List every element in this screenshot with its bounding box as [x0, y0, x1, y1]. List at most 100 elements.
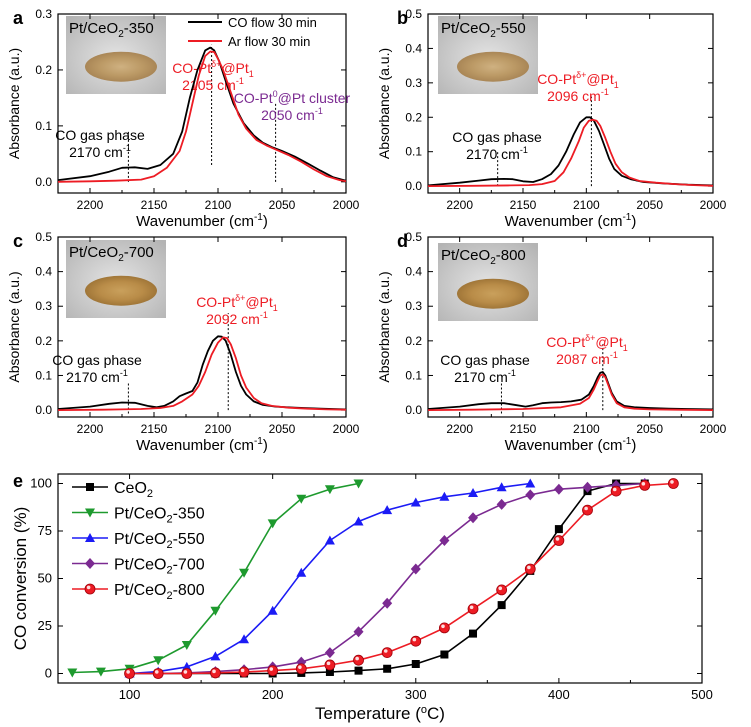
data-point — [324, 647, 335, 659]
series-line-1 — [57, 336, 347, 411]
annotation-pt1-line1: CO-Ptδ+@Pt1 — [172, 59, 254, 79]
series-line-0 — [57, 335, 347, 411]
x-axis-label: Wavenumber (cm-1) — [505, 212, 637, 230]
data-point — [525, 489, 536, 501]
y-tick-label: 0.3 — [405, 76, 422, 90]
y-tick-label: 0.0 — [35, 403, 52, 417]
x-tick-label: 2150 — [141, 198, 168, 212]
series-line-0 — [427, 116, 714, 187]
data-point — [295, 663, 307, 675]
panel-letter: e — [13, 471, 23, 491]
panel-letter: a — [13, 8, 24, 28]
y-tick-label: 0.5 — [405, 7, 422, 21]
series-line-1 — [427, 373, 714, 411]
data-point — [467, 603, 479, 615]
y-tick-label: 0.3 — [35, 299, 52, 313]
panel-letter: c — [13, 231, 23, 251]
y-axis-label: Absorbance (a.u.) — [6, 48, 22, 159]
annotation-gas-line2: 2170 cm-1 — [466, 145, 528, 162]
legend-marker — [85, 508, 95, 518]
legend-marker — [86, 483, 94, 491]
y-tick-label: 0.5 — [405, 230, 422, 244]
data-point — [124, 668, 135, 679]
data-point — [525, 478, 536, 488]
data-point — [440, 650, 449, 659]
powder-sample — [85, 275, 157, 306]
legend-marker-highlight — [86, 585, 91, 590]
x-tick-label: 2200 — [446, 198, 473, 212]
series-line-1 — [427, 118, 714, 187]
data-point — [468, 488, 479, 497]
data-point-highlight — [612, 487, 617, 492]
data-point — [239, 634, 250, 644]
data-point — [381, 647, 393, 658]
data-point — [239, 568, 250, 578]
y-tick-label: 50 — [38, 571, 52, 586]
data-point — [324, 659, 336, 671]
data-point — [553, 483, 564, 495]
x-tick-label: 200 — [262, 687, 284, 702]
plot-frame — [57, 236, 347, 418]
powder-sample — [85, 51, 157, 82]
x-tick-label: 2050 — [269, 198, 296, 212]
x-tick-label: 2150 — [141, 422, 168, 436]
data-point — [411, 660, 420, 668]
annotation-pt1-line2: 2096 cm-1 — [547, 87, 609, 104]
y-tick-label: 0.4 — [405, 41, 422, 55]
x-tick-label: 2200 — [77, 422, 104, 436]
panel-a: Pt/CeO2-350 2200 2150 2100 2050 2000 0.0 0.1 0.2… — [6, 7, 360, 230]
data-point-highlight — [469, 605, 474, 610]
x-tick-label: 2100 — [205, 198, 232, 212]
data-point — [152, 668, 164, 679]
data-point — [353, 479, 364, 489]
x-tick-label: 2150 — [510, 198, 537, 212]
x-axis-label: Wavenumber (cm-1) — [136, 212, 268, 230]
y-tick-label: 0.2 — [405, 110, 422, 124]
data-point-highlight — [212, 669, 216, 674]
y-tick-label: 25 — [38, 618, 52, 633]
data-point — [582, 481, 593, 493]
data-point-highlight — [441, 624, 445, 629]
legend-label: CO flow 30 min — [228, 15, 317, 30]
x-tick-label: 2000 — [333, 422, 360, 436]
data-point-highlight — [412, 637, 417, 642]
y-tick-label: 0.0 — [405, 179, 422, 193]
y-tick-label: 100 — [30, 476, 52, 491]
y-tick-label: 0.2 — [35, 334, 52, 348]
series-line-1 — [57, 50, 347, 183]
data-point — [267, 605, 278, 615]
legend-label: Pt/CeO2-700 — [114, 557, 205, 577]
data-point — [238, 666, 250, 678]
annotation-gas-line1: CO gas phase — [55, 127, 145, 143]
panel-c: Pt/CeO2-700 2200 2150 2100 2050 2000 0.0 0.1 0.2… — [6, 230, 360, 454]
y-tick-label: 0.1 — [35, 119, 52, 133]
y-axis-label: Absorbance (a.u.) — [6, 271, 22, 382]
data-point — [553, 535, 565, 546]
y-tick-label: 0.1 — [35, 368, 52, 382]
panel-e: 100 200 300 400 500 0 25 50 75 100 Temperature (oC… — [11, 471, 713, 723]
data-point — [354, 666, 363, 675]
data-point — [383, 664, 392, 673]
annotation-pt1-line1: CO-Ptδ+@Pt1 — [196, 293, 278, 313]
x-tick-label: 2050 — [636, 422, 663, 436]
x-tick-label: 2100 — [573, 198, 600, 212]
y-tick-label: 0.0 — [35, 175, 52, 189]
y-tick-label: 0.4 — [35, 265, 52, 279]
data-point — [382, 597, 393, 609]
y-axis-label: Absorbance (a.u.) — [376, 48, 392, 159]
annotation-pt1-line2: 2087 cm-1 — [556, 350, 618, 367]
y-axis-label: CO conversion (%) — [11, 507, 30, 651]
x-axis-label: Temperature (oC) — [315, 704, 445, 723]
panel-letter: b — [397, 8, 408, 28]
data-point — [524, 563, 536, 575]
data-point-highlight — [383, 649, 388, 653]
sample-label: Pt/CeO2-800 — [441, 247, 526, 267]
data-point-highlight — [298, 665, 302, 669]
data-point — [296, 494, 307, 504]
y-tick-label: 0 — [45, 666, 52, 681]
data-point — [95, 667, 106, 677]
data-point-highlight — [584, 506, 588, 511]
data-point-highlight — [240, 668, 245, 673]
legend-label: Pt/CeO2-550 — [114, 531, 205, 551]
data-point-highlight — [326, 661, 331, 666]
